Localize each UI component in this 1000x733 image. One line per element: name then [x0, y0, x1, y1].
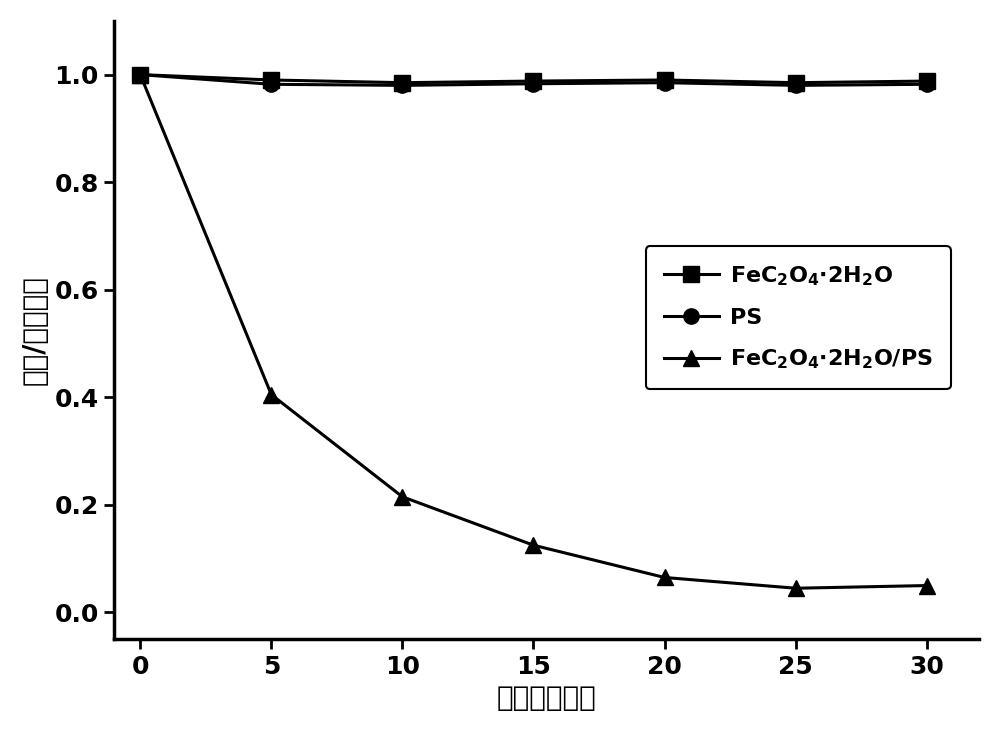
FeC$_2$O$_4$$\bullet$2H$_2$O/PS [790, 584, 802, 593]
Y-axis label: 浓度/初始浓度: 浓度/初始浓度 [21, 275, 49, 385]
X-axis label: 时间（分钟）: 时间（分钟） [497, 684, 596, 712]
Line: FeC$_2$O$_4$$\bullet$2H$_2$O: FeC$_2$O$_4$$\bullet$2H$_2$O [133, 67, 934, 90]
Line: PS: PS [133, 67, 934, 93]
FeC$_2$O$_4$$\bullet$2H$_2$O/PS [659, 573, 671, 582]
FeC$_2$O$_4$$\bullet$2H$_2$O/PS [265, 390, 277, 399]
PS [921, 80, 933, 89]
FeC$_2$O$_4$$\bullet$2H$_2$O [527, 77, 539, 86]
PS [265, 80, 277, 89]
PS [396, 81, 408, 89]
FeC$_2$O$_4$$\bullet$2H$_2$O [659, 75, 671, 84]
FeC$_2$O$_4$$\bullet$2H$_2$O/PS [527, 541, 539, 550]
FeC$_2$O$_4$$\bullet$2H$_2$O/PS [921, 581, 933, 590]
FeC$_2$O$_4$$\bullet$2H$_2$O [265, 75, 277, 84]
PS [659, 78, 671, 87]
FeC$_2$O$_4$$\bullet$2H$_2$O [134, 70, 146, 79]
FeC$_2$O$_4$$\bullet$2H$_2$O [396, 78, 408, 87]
Line: FeC$_2$O$_4$$\bullet$2H$_2$O/PS: FeC$_2$O$_4$$\bullet$2H$_2$O/PS [133, 67, 934, 596]
PS [790, 81, 802, 89]
Legend: FeC$_2$O$_4$$\bullet$2H$_2$O, PS, FeC$_2$O$_4$$\bullet$2H$_2$O/PS: FeC$_2$O$_4$$\bullet$2H$_2$O, PS, FeC$_2… [646, 246, 951, 389]
FeC$_2$O$_4$$\bullet$2H$_2$O/PS [396, 493, 408, 501]
PS [134, 70, 146, 79]
FeC$_2$O$_4$$\bullet$2H$_2$O/PS [134, 70, 146, 79]
FeC$_2$O$_4$$\bullet$2H$_2$O [790, 78, 802, 87]
FeC$_2$O$_4$$\bullet$2H$_2$O [921, 77, 933, 86]
PS [527, 79, 539, 88]
